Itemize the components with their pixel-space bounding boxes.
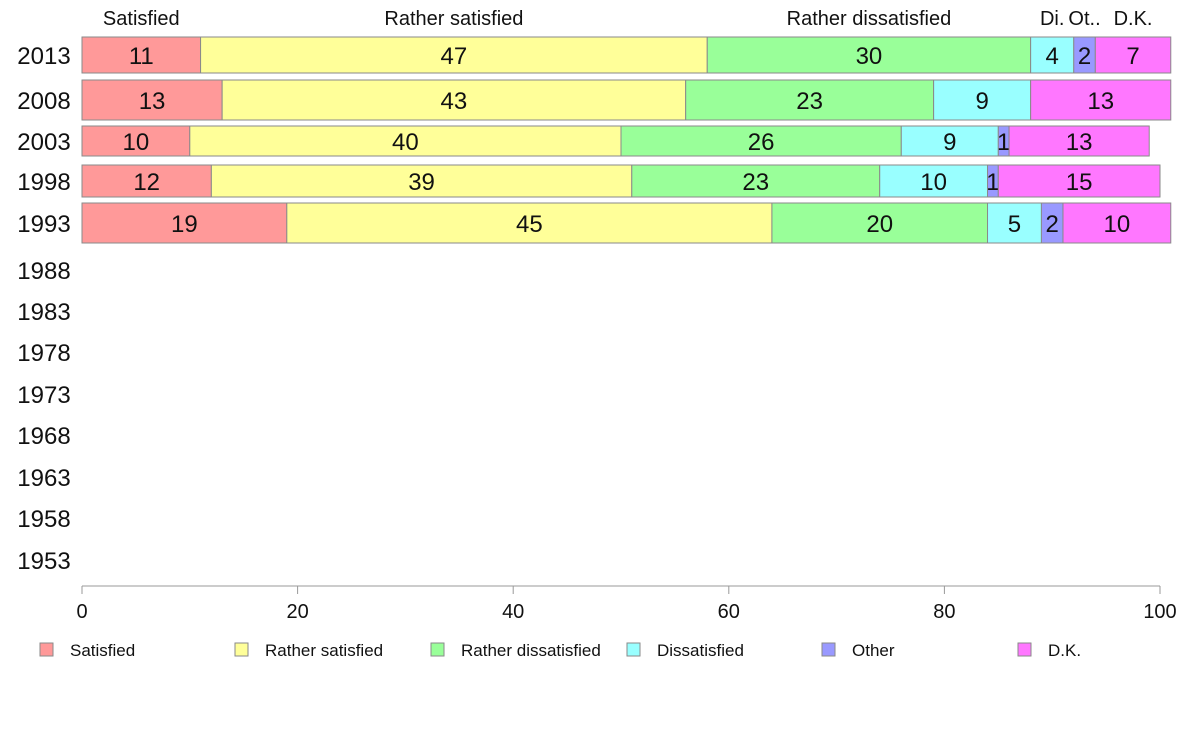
x-tick-label: 40 bbox=[502, 601, 524, 623]
bar-value-label: 5 bbox=[1008, 211, 1021, 238]
top-category-label: Satisfied bbox=[103, 8, 180, 30]
bar-segment-dissatisfied bbox=[900, 125, 999, 157]
top-category-label: D.K. bbox=[1114, 8, 1153, 30]
legend-label: Rather dissatisfied bbox=[461, 641, 601, 660]
bar-value-label: 26 bbox=[748, 129, 775, 156]
bar-segment-satisfied bbox=[81, 164, 212, 198]
bar-segment-rather-dissatisfied bbox=[620, 125, 902, 157]
bar-value-label: 19 bbox=[171, 211, 198, 238]
bar-value-label: 1 bbox=[986, 169, 999, 196]
bar-value-label: 40 bbox=[392, 129, 419, 156]
bar-value-label: 9 bbox=[943, 129, 956, 156]
legend-swatch bbox=[1017, 642, 1032, 657]
bar-value-label: 13 bbox=[1087, 88, 1114, 115]
legend-label: Other bbox=[852, 641, 895, 660]
bar-segment-d-k bbox=[1030, 79, 1172, 121]
legend-label: D.K. bbox=[1048, 641, 1081, 660]
bar-value-label: 10 bbox=[920, 169, 947, 196]
bar-segment-rather-satisfied bbox=[200, 36, 708, 74]
year-label: 1963 bbox=[17, 465, 70, 492]
bar-value-label: 12 bbox=[133, 169, 160, 196]
bar-value-label: 1 bbox=[997, 129, 1010, 156]
x-tick-label: 80 bbox=[933, 601, 955, 623]
bar-segment-rather-satisfied bbox=[221, 79, 687, 121]
bar-segment-rather-satisfied bbox=[189, 125, 622, 157]
legend-swatch bbox=[234, 642, 249, 657]
bar-value-label: 47 bbox=[441, 43, 468, 70]
year-label: 1968 bbox=[17, 423, 70, 450]
year-label: 2003 bbox=[17, 129, 70, 156]
bar-value-label: 13 bbox=[139, 88, 166, 115]
bar-value-label: 13 bbox=[1066, 129, 1093, 156]
bar-segment-rather-satisfied bbox=[210, 164, 633, 198]
bar-value-label: 20 bbox=[866, 211, 893, 238]
bar-segment-d-k bbox=[1008, 125, 1150, 157]
bar-segment-rather-dissatisfied bbox=[685, 79, 935, 121]
year-label: 1988 bbox=[17, 258, 70, 285]
bar-value-label: 2 bbox=[1078, 43, 1091, 70]
bar-segment-dissatisfied bbox=[879, 164, 989, 198]
legend-swatch bbox=[39, 642, 54, 657]
bar-value-label: 10 bbox=[123, 129, 150, 156]
bar-segment-rather-dissatisfied bbox=[631, 164, 881, 198]
bar-segment-satisfied bbox=[81, 36, 202, 74]
x-tick-label: 0 bbox=[76, 601, 87, 623]
bar-value-label: 7 bbox=[1126, 43, 1139, 70]
bar-value-label: 11 bbox=[129, 43, 154, 70]
year-label: 1983 bbox=[17, 299, 70, 326]
bar-value-label: 39 bbox=[408, 169, 435, 196]
bar-value-label: 23 bbox=[742, 169, 769, 196]
bar-value-label: 45 bbox=[516, 211, 543, 238]
bar-segment-d-k bbox=[1094, 36, 1172, 74]
year-label: 1958 bbox=[17, 506, 70, 533]
x-tick-label: 20 bbox=[286, 601, 308, 623]
legend-swatch bbox=[626, 642, 641, 657]
bar-segment-d-k bbox=[1062, 202, 1172, 244]
legend-label: Dissatisfied bbox=[657, 641, 744, 660]
x-tick-label: 60 bbox=[718, 601, 740, 623]
legend-label: Satisfied bbox=[70, 641, 135, 660]
top-category-label: Rather dissatisfied bbox=[787, 8, 952, 30]
legend-swatch bbox=[821, 642, 836, 657]
year-label: 1973 bbox=[17, 382, 70, 409]
bar-segment-satisfied bbox=[81, 202, 288, 244]
year-label: 1993 bbox=[17, 211, 70, 238]
bar-value-label: 4 bbox=[1046, 43, 1059, 70]
bar-value-label: 9 bbox=[975, 88, 988, 115]
top-category-label: Rather satisfied bbox=[384, 8, 523, 30]
bar-value-label: 2 bbox=[1046, 211, 1059, 238]
bar-value-label: 43 bbox=[441, 88, 468, 115]
bar-value-label: 23 bbox=[796, 88, 823, 115]
legend-swatch bbox=[430, 642, 445, 657]
bar-value-label: 15 bbox=[1066, 169, 1093, 196]
bar-segment-rather-dissatisfied bbox=[706, 36, 1032, 74]
bar-segment-satisfied bbox=[81, 79, 223, 121]
legend-label: Rather satisfied bbox=[265, 641, 383, 660]
top-category-label: Di. bbox=[1040, 8, 1064, 30]
bar-segment-rather-satisfied bbox=[286, 202, 773, 244]
bar-segment-dissatisfied bbox=[933, 79, 1032, 121]
bar-segment-d-k bbox=[997, 164, 1161, 198]
bar-value-label: 30 bbox=[856, 43, 883, 70]
year-label: 1978 bbox=[17, 340, 70, 367]
bar-value-label: 10 bbox=[1104, 211, 1131, 238]
year-label: 1953 bbox=[17, 548, 70, 575]
year-label: 1998 bbox=[17, 169, 70, 196]
year-label: 2013 bbox=[17, 43, 70, 70]
bar-segment-rather-dissatisfied bbox=[771, 202, 989, 244]
year-label: 2008 bbox=[17, 88, 70, 115]
x-tick-label: 100 bbox=[1143, 601, 1176, 623]
bar-segment-satisfied bbox=[81, 125, 191, 157]
top-category-label: Ot.. bbox=[1068, 8, 1100, 30]
